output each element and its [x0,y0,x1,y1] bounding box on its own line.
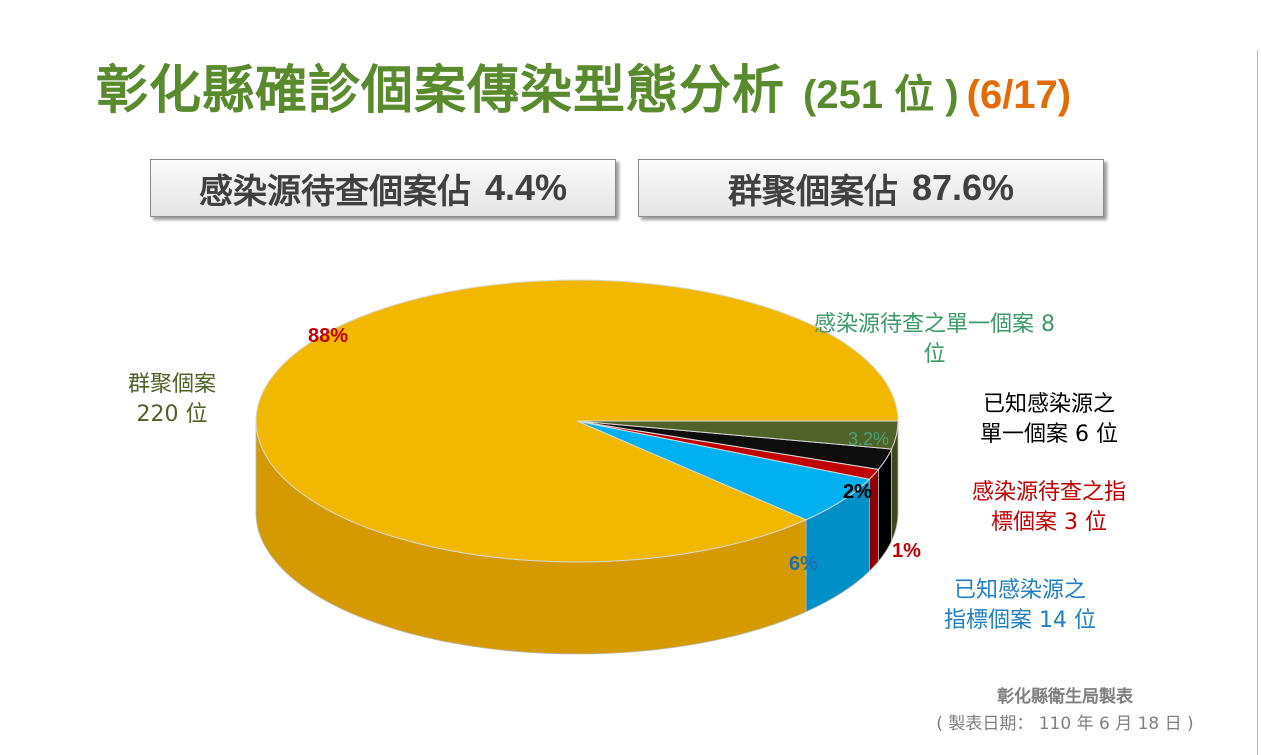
unknown-single-label-line1: 感染源待查之單一個案 8 [814,312,1055,337]
known-single-label-line1: 已知感染源之 [982,392,1115,417]
known-index-slice-label: 已知感染源之 指標個案 14 位 [944,576,1096,636]
known-single-slice-label: 已知感染源之 單一個案 6 位 [980,390,1118,450]
known-index-label-line1: 已知感染源之 [953,578,1086,603]
cluster-slice-label: 群聚個案 220 位 [128,370,216,430]
unknown-source-summary-value: 4.4% [484,167,568,208]
title-main: 彰化縣確診個案傳染型態分析 [96,61,786,121]
footer-credit: 彰化縣衛生局製表 ( 製表日期： 110 年 6 月 18 日 ) [920,684,1210,738]
unknown-index-percent-label: 1% [892,540,921,562]
unknown-source-summary-label: 感染源待查個案佔 [198,171,471,212]
unknown-single-slice-label: 感染源待查之單一個案 8 位 [814,310,1055,370]
unknown-single-percent-label: 3.2% [848,429,890,449]
unknown-source-summary-box: 感染源待查個案佔 4.4% [150,159,616,217]
cluster-label-line1: 群聚個案 [128,372,217,397]
unknown-index-label-line2: 標個案 3 位 [991,510,1107,535]
pie-slice-unknown_single [576,420,899,450]
known-single-label-line2: 單一個案 6 位 [980,422,1118,447]
known-index-label-line2: 指標個案 14 位 [944,608,1096,633]
unknown-index-label-line1: 感染源待查之指 [972,480,1127,505]
cluster-summary-value: 87.6% [911,167,1015,208]
known-single-percent-label: 2% [843,481,872,503]
cluster-label-line2: 220 位 [136,402,208,427]
right-border-line [1257,50,1258,755]
cluster-summary-label: 群聚個案佔 [727,171,898,212]
unknown-index-slice-label: 感染源待查之指 標個案 3 位 [972,478,1126,538]
cluster-summary-box: 群聚個案佔 87.6% [638,159,1104,217]
page-title: 彰化縣確診個案傳染型態分析 (251 位 ) (6/17) [96,48,1071,123]
footer-source: 彰化縣衛生局製表 [997,687,1133,707]
footer-date: ( 製表日期： 110 年 6 月 18 日 ) [936,714,1194,734]
unknown-single-label-line2: 位 [923,342,946,367]
known-index-percent-label: 6% [789,553,818,575]
title-date: (6/17) [966,73,1072,117]
title-count: (251 位 ) [803,73,959,117]
cluster-percent-label: 88% [308,325,349,347]
